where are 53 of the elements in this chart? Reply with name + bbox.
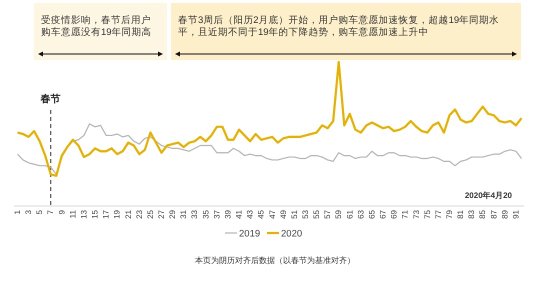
x-tick-label: 9 bbox=[57, 209, 66, 214]
x-tick-label: 63 bbox=[356, 209, 366, 219]
x-tick-label: 37 bbox=[212, 209, 222, 219]
ref-line-label: 春节 bbox=[40, 93, 61, 105]
x-tick-label: 35 bbox=[201, 209, 210, 219]
x-tick-label: 29 bbox=[168, 209, 178, 219]
x-tick-label: 47 bbox=[268, 209, 277, 219]
x-tick-label: 41 bbox=[234, 209, 244, 219]
x-tick-label: 17 bbox=[102, 209, 111, 219]
x-tick-label: 27 bbox=[157, 209, 166, 219]
x-tick-label: 3 bbox=[24, 209, 34, 214]
x-tick-label: 15 bbox=[90, 209, 100, 219]
x-tick-label: 1 bbox=[13, 209, 22, 214]
x-tick-label: 39 bbox=[223, 209, 232, 219]
x-tick-label: 89 bbox=[500, 209, 510, 219]
x-tick-label: 53 bbox=[301, 209, 310, 219]
x-tick-label: 43 bbox=[246, 209, 255, 219]
text: 春节3周后（阳历2月底）开始，用户购车意愿加速恢复，超越19年同期水平，且近期不同于19年的下降趋势，购车意愿加速上升中 bbox=[178, 15, 500, 39]
annotation: 2020年4月20 bbox=[464, 191, 513, 200]
x-tick-label: 23 bbox=[134, 209, 144, 219]
x-tick-label: 71 bbox=[400, 209, 410, 219]
x-tick-label: 49 bbox=[278, 209, 288, 219]
x-tick-label: 83 bbox=[467, 209, 476, 219]
x-tick-label: 45 bbox=[256, 209, 266, 219]
x-tick-label: 33 bbox=[190, 209, 200, 219]
x-tick-label: 19 bbox=[112, 209, 122, 219]
x-tick-label: 25 bbox=[146, 209, 155, 219]
x-tick-label: 77 bbox=[434, 209, 443, 219]
x-tick-label: 91 bbox=[511, 209, 520, 219]
x-tick-label: 31 bbox=[179, 209, 188, 219]
x-tick-label: 51 bbox=[290, 209, 299, 219]
x-tick-label: 73 bbox=[412, 209, 421, 219]
x-tick-label: 67 bbox=[378, 209, 388, 219]
x-tick-label: 57 bbox=[323, 209, 332, 219]
x-tick-label: 5 bbox=[35, 209, 44, 214]
text: 本页为阴历对齐后数据（以春节为基准对齐） bbox=[195, 256, 355, 265]
legend-label: 2020 bbox=[281, 228, 302, 240]
x-tick-label: 85 bbox=[478, 209, 488, 219]
x-tick-label: 61 bbox=[345, 209, 354, 219]
x-tick-label: 75 bbox=[422, 209, 432, 219]
x-tick-label: 7 bbox=[46, 209, 56, 214]
text: 受疫情影响，春节后用户购车意愿没有19年同期高 bbox=[41, 15, 153, 39]
x-tick-label: 81 bbox=[456, 209, 466, 219]
x-tick-label: 55 bbox=[312, 209, 322, 219]
legend-label: 2019 bbox=[239, 228, 260, 240]
x-tick-label: 59 bbox=[334, 209, 344, 219]
x-tick-label: 21 bbox=[124, 209, 133, 219]
x-tick-label: 69 bbox=[390, 209, 399, 219]
x-tick-label: 79 bbox=[445, 209, 454, 219]
x-tick-label: 65 bbox=[367, 209, 376, 219]
x-tick-label: 13 bbox=[79, 209, 88, 219]
x-tick-label: 87 bbox=[489, 209, 498, 219]
x-tick-label: 11 bbox=[68, 209, 78, 218]
